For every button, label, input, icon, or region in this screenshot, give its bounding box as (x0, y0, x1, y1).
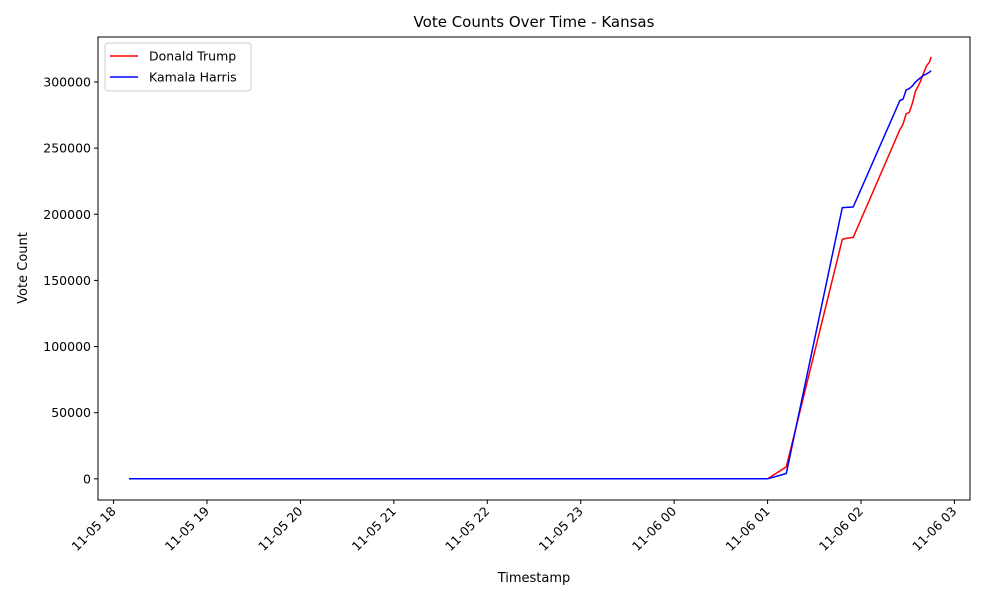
y-tick-label: 150000 (43, 273, 91, 288)
y-tick-label: 250000 (43, 141, 91, 156)
y-tick-label: 300000 (43, 74, 91, 89)
y-axis: 0 50000 100000 150000 200000 250000 300000 (43, 74, 98, 486)
x-axis-label: Timestamp (497, 571, 571, 586)
legend: Donald Trump Kamala Harris (104, 42, 252, 92)
legend-label-0: Donald Trump (149, 49, 236, 64)
chart-title: Vote Counts Over Time - Kansas (414, 13, 655, 31)
plot-area-frame (97, 36, 971, 501)
y-tick-label: 200000 (43, 207, 91, 222)
y-tick-label: 0 (83, 471, 91, 486)
y-axis-label: Vote Count (16, 232, 31, 304)
series-layer (129, 56, 932, 480)
y-tick-label: 50000 (51, 405, 91, 420)
series-line-0 (129, 56, 932, 480)
legend-box (104, 42, 252, 92)
legend-label-1: Kamala Harris (149, 70, 237, 85)
series-line-1 (129, 70, 932, 480)
y-tick-label: 100000 (43, 339, 91, 354)
